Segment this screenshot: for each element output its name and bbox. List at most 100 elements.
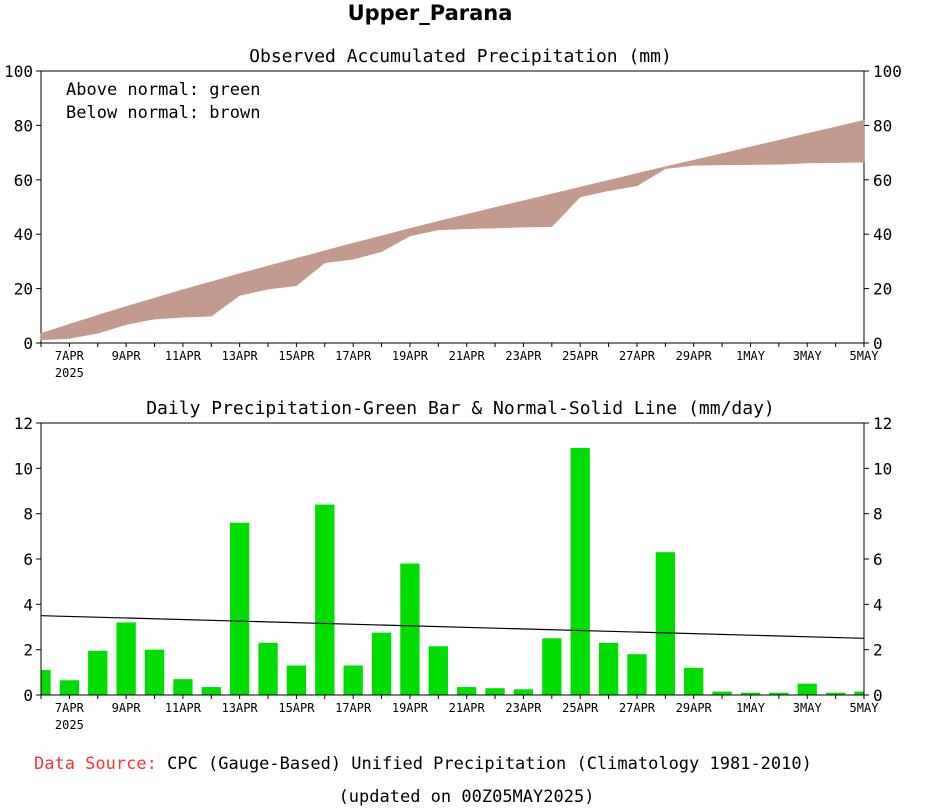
precip-bar bbox=[769, 692, 789, 695]
precip-bar bbox=[88, 650, 108, 695]
precip-bar bbox=[598, 642, 619, 695]
x-tick-label: 27APR bbox=[619, 701, 656, 715]
precip-bar bbox=[457, 687, 477, 695]
x-tick-label: 13APR bbox=[222, 701, 259, 715]
x-tick-label: 21APR bbox=[449, 349, 486, 363]
updated-note: (updated on 00Z05MAY2025) bbox=[338, 787, 595, 807]
y-tick-label-right: 80 bbox=[873, 116, 892, 135]
precip-bar bbox=[173, 679, 193, 695]
precip-bar bbox=[400, 563, 420, 695]
precip-bar bbox=[684, 667, 704, 695]
x-tick-label: 9APR bbox=[112, 701, 142, 715]
x-tick-year-label: 2025 bbox=[55, 366, 84, 380]
y-tick-label-left: 60 bbox=[14, 171, 33, 190]
plot-title-2: Daily Precipitation-Green Bar & Normal-S… bbox=[146, 398, 775, 419]
anomaly-area-segment bbox=[551, 186, 581, 228]
legend-above-normal: Above normal: green bbox=[66, 80, 260, 100]
x-tick-label: 15APR bbox=[278, 701, 315, 715]
x-tick-label: 7APR bbox=[55, 701, 85, 715]
y-tick-label-left: 20 bbox=[14, 280, 33, 299]
precip-bar bbox=[371, 632, 392, 695]
anomaly-area-segment bbox=[438, 213, 467, 231]
precip-bar bbox=[740, 692, 761, 695]
x-tick-label: 19APR bbox=[392, 349, 429, 363]
x-tick-label: 23APR bbox=[505, 349, 542, 363]
anomaly-area-segment bbox=[381, 228, 411, 253]
data-source-label: Data Source: bbox=[34, 754, 157, 774]
y-tick-label-left: 0 bbox=[23, 334, 33, 353]
anomaly-area-segment bbox=[69, 314, 99, 339]
precip-bar bbox=[144, 649, 165, 695]
x-tick-label: 3MAY bbox=[793, 349, 823, 363]
x-tick-label: 7APR bbox=[55, 349, 85, 363]
x-tick-label: 17APR bbox=[335, 349, 372, 363]
precip-bar bbox=[201, 687, 221, 695]
precip-bar bbox=[41, 670, 51, 695]
precip-bar bbox=[485, 688, 505, 695]
x-tick-label: 21APR bbox=[449, 701, 486, 715]
anomaly-area-segment bbox=[778, 133, 808, 165]
page-title: Upper_Parana bbox=[347, 1, 513, 25]
x-tick-label: 23APR bbox=[505, 701, 542, 715]
precip-bar bbox=[854, 691, 864, 695]
y-tick-label-right: 20 bbox=[873, 280, 892, 299]
precip-bar bbox=[542, 638, 562, 695]
anomaly-area-segment bbox=[608, 173, 638, 192]
x-tick-label: 29APR bbox=[676, 701, 713, 715]
x-tick-label: 3MAY bbox=[793, 701, 823, 715]
anomaly-area-segment bbox=[721, 146, 751, 166]
anomaly-area-segment bbox=[125, 297, 155, 325]
precip-bar bbox=[797, 683, 817, 695]
y-tick-label-left: 2 bbox=[23, 641, 33, 660]
precip-bar bbox=[570, 447, 590, 695]
anomaly-area-segment bbox=[494, 200, 524, 229]
precip-bar bbox=[428, 646, 448, 695]
anomaly-area-segment bbox=[466, 207, 496, 230]
anomaly-area-segment bbox=[239, 265, 269, 296]
x-tick-label: 19APR bbox=[392, 701, 429, 715]
data-source-note: Data Source: CPC (Gauge-Based) Unified P… bbox=[34, 754, 933, 774]
anomaly-area-segment bbox=[835, 119, 865, 163]
precip-bar bbox=[712, 691, 732, 695]
anomaly-area-segment bbox=[523, 193, 553, 228]
x-tick-label: 1MAY bbox=[736, 701, 766, 715]
precip-bar bbox=[513, 689, 534, 695]
x-tick-label: 5MAY bbox=[850, 701, 880, 715]
y-tick-label-right: 8 bbox=[873, 505, 883, 524]
y-tick-label-left: 4 bbox=[23, 595, 33, 614]
legend-below-normal: Below normal: brown bbox=[66, 103, 260, 123]
y-tick-label-right: 6 bbox=[873, 550, 883, 569]
anomaly-area-segment bbox=[296, 250, 326, 287]
x-tick-label: 9APR bbox=[112, 349, 142, 363]
y-tick-label-left: 100 bbox=[4, 62, 33, 81]
normal-line bbox=[40, 615, 865, 639]
anomaly-area-segment bbox=[154, 289, 184, 320]
x-tick-label: 1MAY bbox=[736, 349, 766, 363]
anomaly-area-segment bbox=[750, 139, 780, 165]
y-tick-label-left: 80 bbox=[14, 116, 33, 135]
y-tick-label-right: 0 bbox=[873, 686, 883, 705]
x-tick-label: 25APR bbox=[562, 349, 599, 363]
precip-bar bbox=[230, 522, 250, 695]
x-tick-label: 27APR bbox=[619, 349, 656, 363]
y-tick-label-right: 0 bbox=[873, 334, 883, 353]
plot-frame-overlay bbox=[40, 422, 865, 696]
precip-bar bbox=[116, 622, 136, 695]
precip-bar bbox=[343, 665, 363, 695]
y-tick-label-left: 12 bbox=[14, 414, 33, 433]
precip-bar bbox=[315, 504, 335, 695]
anomaly-area-segment bbox=[806, 126, 836, 164]
y-tick-label-right: 12 bbox=[873, 414, 892, 433]
precip-bar bbox=[258, 642, 278, 695]
x-tick-label: 5MAY bbox=[850, 349, 880, 363]
anomaly-area-segment bbox=[665, 159, 695, 169]
data-source-text: CPC (Gauge-Based) Unified Precipitation … bbox=[156, 754, 812, 774]
x-tick-label: 11APR bbox=[165, 701, 202, 715]
y-tick-label-left: 8 bbox=[23, 505, 33, 524]
y-tick-label-right: 2 bbox=[873, 641, 883, 660]
x-tick-label: 11APR bbox=[165, 349, 202, 363]
precip-bar bbox=[286, 665, 307, 695]
y-tick-label-right: 40 bbox=[873, 225, 892, 244]
anomaly-area-segment bbox=[182, 281, 212, 318]
